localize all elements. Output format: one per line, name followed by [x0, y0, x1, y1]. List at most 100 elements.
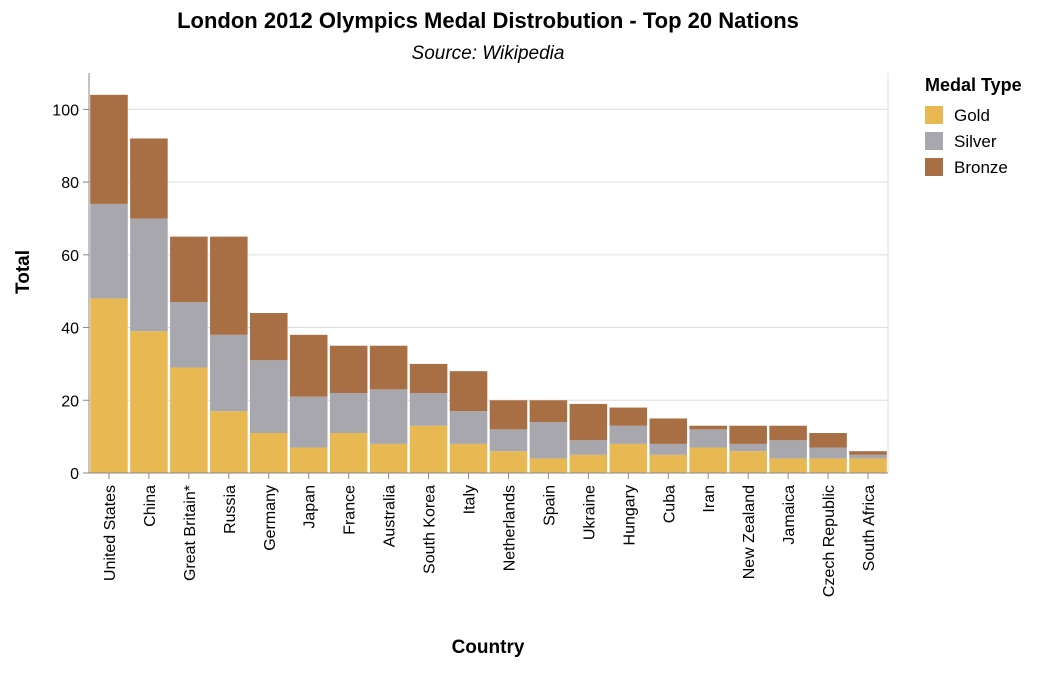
bar-gold[interactable] [170, 367, 208, 473]
x-tick-label: China [142, 485, 159, 527]
bar-silver[interactable] [369, 389, 408, 444]
bar-bronze[interactable] [769, 425, 807, 441]
bar-bronze[interactable] [809, 433, 847, 448]
bar-gold[interactable] [529, 458, 568, 473]
bar-bronze[interactable] [449, 371, 488, 412]
bar-gold[interactable] [210, 411, 248, 473]
x-tick-label: France [342, 485, 359, 535]
bar-bronze[interactable] [210, 236, 248, 335]
bar-bronze[interactable] [529, 400, 568, 423]
bar-silver[interactable] [170, 302, 208, 368]
legend: Medal Type Gold Silver Bronze [925, 75, 1022, 177]
bar-bronze[interactable] [569, 403, 608, 441]
x-tick-label: Netherlands [501, 485, 518, 571]
y-tick-label: 40 [61, 321, 79, 338]
x-tick-label: Germany [262, 485, 279, 551]
y-tick-label: 100 [52, 102, 79, 119]
y-tick-label: 80 [61, 175, 79, 192]
bar-silver[interactable] [729, 443, 767, 452]
bar-gold[interactable] [689, 447, 728, 473]
x-tick-label: Czech Republic [821, 485, 838, 597]
bar-gold[interactable] [649, 454, 688, 473]
x-axis-title: Country [452, 637, 525, 658]
bar-silver[interactable] [449, 411, 488, 444]
x-tick-label: Spain [541, 485, 558, 526]
bar-bronze[interactable] [329, 345, 368, 393]
x-tick-label: Iran [701, 485, 718, 513]
bar-silver[interactable] [409, 393, 448, 426]
bar-silver[interactable] [769, 440, 807, 459]
legend-swatch-gold[interactable] [925, 106, 943, 124]
bar-gold[interactable] [90, 298, 128, 473]
bar-silver[interactable] [489, 429, 528, 452]
legend-label-silver: Silver [954, 132, 997, 151]
x-tick-label: Hungary [621, 485, 638, 545]
axes: 0 20 40 60 80 100 United States China Great Brit… [52, 73, 888, 597]
x-tick-label: Jamaica [781, 485, 798, 545]
x-tick-label: South Africa [861, 485, 878, 571]
x-tick-label: South Korea [422, 485, 439, 574]
bar-bronze[interactable] [729, 425, 767, 444]
bar-silver[interactable] [569, 440, 608, 455]
bar-gold[interactable] [289, 447, 328, 473]
legend-swatch-silver[interactable] [925, 132, 943, 150]
bar-gold[interactable] [329, 433, 368, 473]
legend-label-gold: Gold [954, 106, 990, 125]
legend-swatch-bronze[interactable] [925, 158, 943, 176]
bar-gold[interactable] [849, 458, 887, 473]
bar-gold[interactable] [569, 454, 608, 473]
bar-gold[interactable] [809, 458, 847, 473]
bar-silver[interactable] [529, 422, 568, 459]
bar-silver[interactable] [649, 443, 688, 455]
x-tick-label: New Zealand [741, 485, 758, 579]
x-tick-label: Ukraine [581, 485, 598, 540]
bar-gold[interactable] [409, 425, 448, 473]
chart-title: London 2012 Olympics Medal Distrobution … [177, 8, 799, 33]
bar-bronze[interactable] [409, 363, 448, 393]
bar-silver[interactable] [849, 454, 887, 459]
bar-group [90, 94, 887, 473]
bar-silver[interactable] [289, 396, 328, 448]
bar-bronze[interactable] [130, 138, 168, 219]
x-tick-label: Russia [222, 485, 239, 534]
bar-silver[interactable] [90, 203, 128, 299]
chart-subtitle: Source: Wikipedia [412, 43, 565, 64]
x-tick-label: Japan [302, 485, 319, 529]
bar-silver[interactable] [329, 393, 368, 433]
bar-gold[interactable] [769, 458, 807, 473]
bar-gold[interactable] [130, 331, 168, 473]
bar-silver[interactable] [609, 425, 648, 444]
bar-bronze[interactable] [649, 418, 688, 444]
x-tick-label: Cuba [661, 485, 678, 523]
x-tick-label: Italy [462, 485, 479, 514]
y-tick-label: 20 [61, 393, 79, 410]
bar-bronze[interactable] [90, 94, 128, 204]
bar-bronze[interactable] [609, 407, 648, 426]
bar-gold[interactable] [609, 443, 648, 473]
y-axis-title: Total [13, 250, 34, 294]
bar-silver[interactable] [130, 218, 168, 332]
bar-bronze[interactable] [689, 425, 728, 430]
x-tick-label: Australia [382, 485, 399, 547]
bar-silver[interactable] [210, 334, 248, 412]
legend-label-bronze: Bronze [954, 158, 1008, 177]
bar-silver[interactable] [809, 447, 847, 459]
bar-gold[interactable] [489, 451, 528, 473]
bar-gold[interactable] [249, 433, 288, 473]
bar-bronze[interactable] [489, 400, 528, 430]
bar-bronze[interactable] [289, 334, 328, 397]
bar-bronze[interactable] [170, 236, 208, 303]
bar-gold[interactable] [369, 443, 408, 473]
bar-gold[interactable] [449, 443, 488, 473]
y-tick-label: 0 [70, 466, 79, 483]
bar-silver[interactable] [689, 429, 728, 448]
y-tick-label: 60 [61, 248, 79, 265]
x-tick-label: United States [102, 485, 119, 581]
bar-bronze[interactable] [849, 451, 887, 455]
bar-gold[interactable] [729, 451, 767, 473]
bar-bronze[interactable] [369, 345, 408, 390]
bar-silver[interactable] [249, 360, 288, 433]
x-tick-label: Great Britain* [182, 485, 199, 581]
bar-bronze[interactable] [249, 313, 288, 361]
